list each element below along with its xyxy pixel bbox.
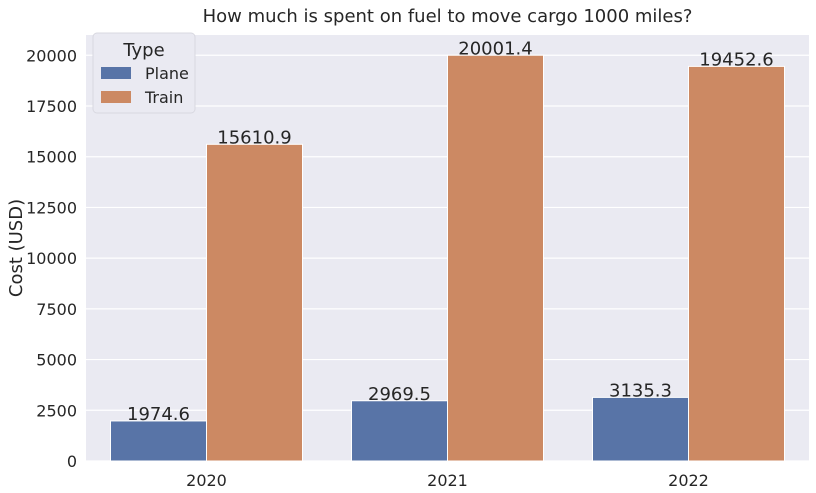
legend: Type Plane Train <box>92 32 196 114</box>
x-axis-ticks: 2020 2021 2022 <box>186 471 709 490</box>
y-tick-label: 2500 <box>36 401 77 420</box>
y-axis-label: Cost (USD) <box>6 199 27 297</box>
y-axis-ticks: 0 2500 5000 7500 10000 12500 15000 17500 20000 <box>26 46 77 471</box>
bar-plane-2022 <box>592 396 689 462</box>
y-tick-label: 15000 <box>26 148 77 167</box>
legend-label-plane: Plane <box>145 64 189 83</box>
x-tick-label: 2022 <box>668 471 709 490</box>
legend-label-train: Train <box>144 88 183 107</box>
y-tick-label: 5000 <box>36 351 77 370</box>
legend-swatch-plane <box>101 67 131 79</box>
bar-plane-2021 <box>351 400 448 462</box>
data-label: 2969.5 <box>368 384 431 405</box>
x-tick-label: 2020 <box>186 471 227 490</box>
data-labels: 1974.6 15610.9 2969.5 20001.4 3135.3 19452.6 <box>127 38 774 425</box>
bar-train-2022 <box>688 65 785 462</box>
legend-title: Type <box>122 40 164 61</box>
data-label: 19452.6 <box>699 49 773 70</box>
data-label: 3135.3 <box>609 380 672 401</box>
y-tick-label: 7500 <box>36 300 77 319</box>
data-label: 20001.4 <box>458 38 532 59</box>
data-label: 1974.6 <box>127 404 190 425</box>
legend-items: Plane Train <box>101 64 189 107</box>
y-tick-label: 10000 <box>26 249 77 268</box>
bars <box>110 54 785 462</box>
y-tick-label: 0 <box>67 452 77 471</box>
y-tick-label: 17500 <box>26 97 77 116</box>
legend-swatch-train <box>101 91 131 103</box>
chart-title: How much is spent on fuel to move cargo … <box>203 6 693 27</box>
bar-train-2020 <box>206 143 303 462</box>
y-tick-label: 12500 <box>26 198 77 217</box>
data-label: 15610.9 <box>217 127 291 148</box>
bar-train-2021 <box>447 54 544 462</box>
bar-plane-2020 <box>110 420 207 462</box>
x-tick-label: 2021 <box>427 471 468 490</box>
y-tick-label: 20000 <box>26 46 77 65</box>
